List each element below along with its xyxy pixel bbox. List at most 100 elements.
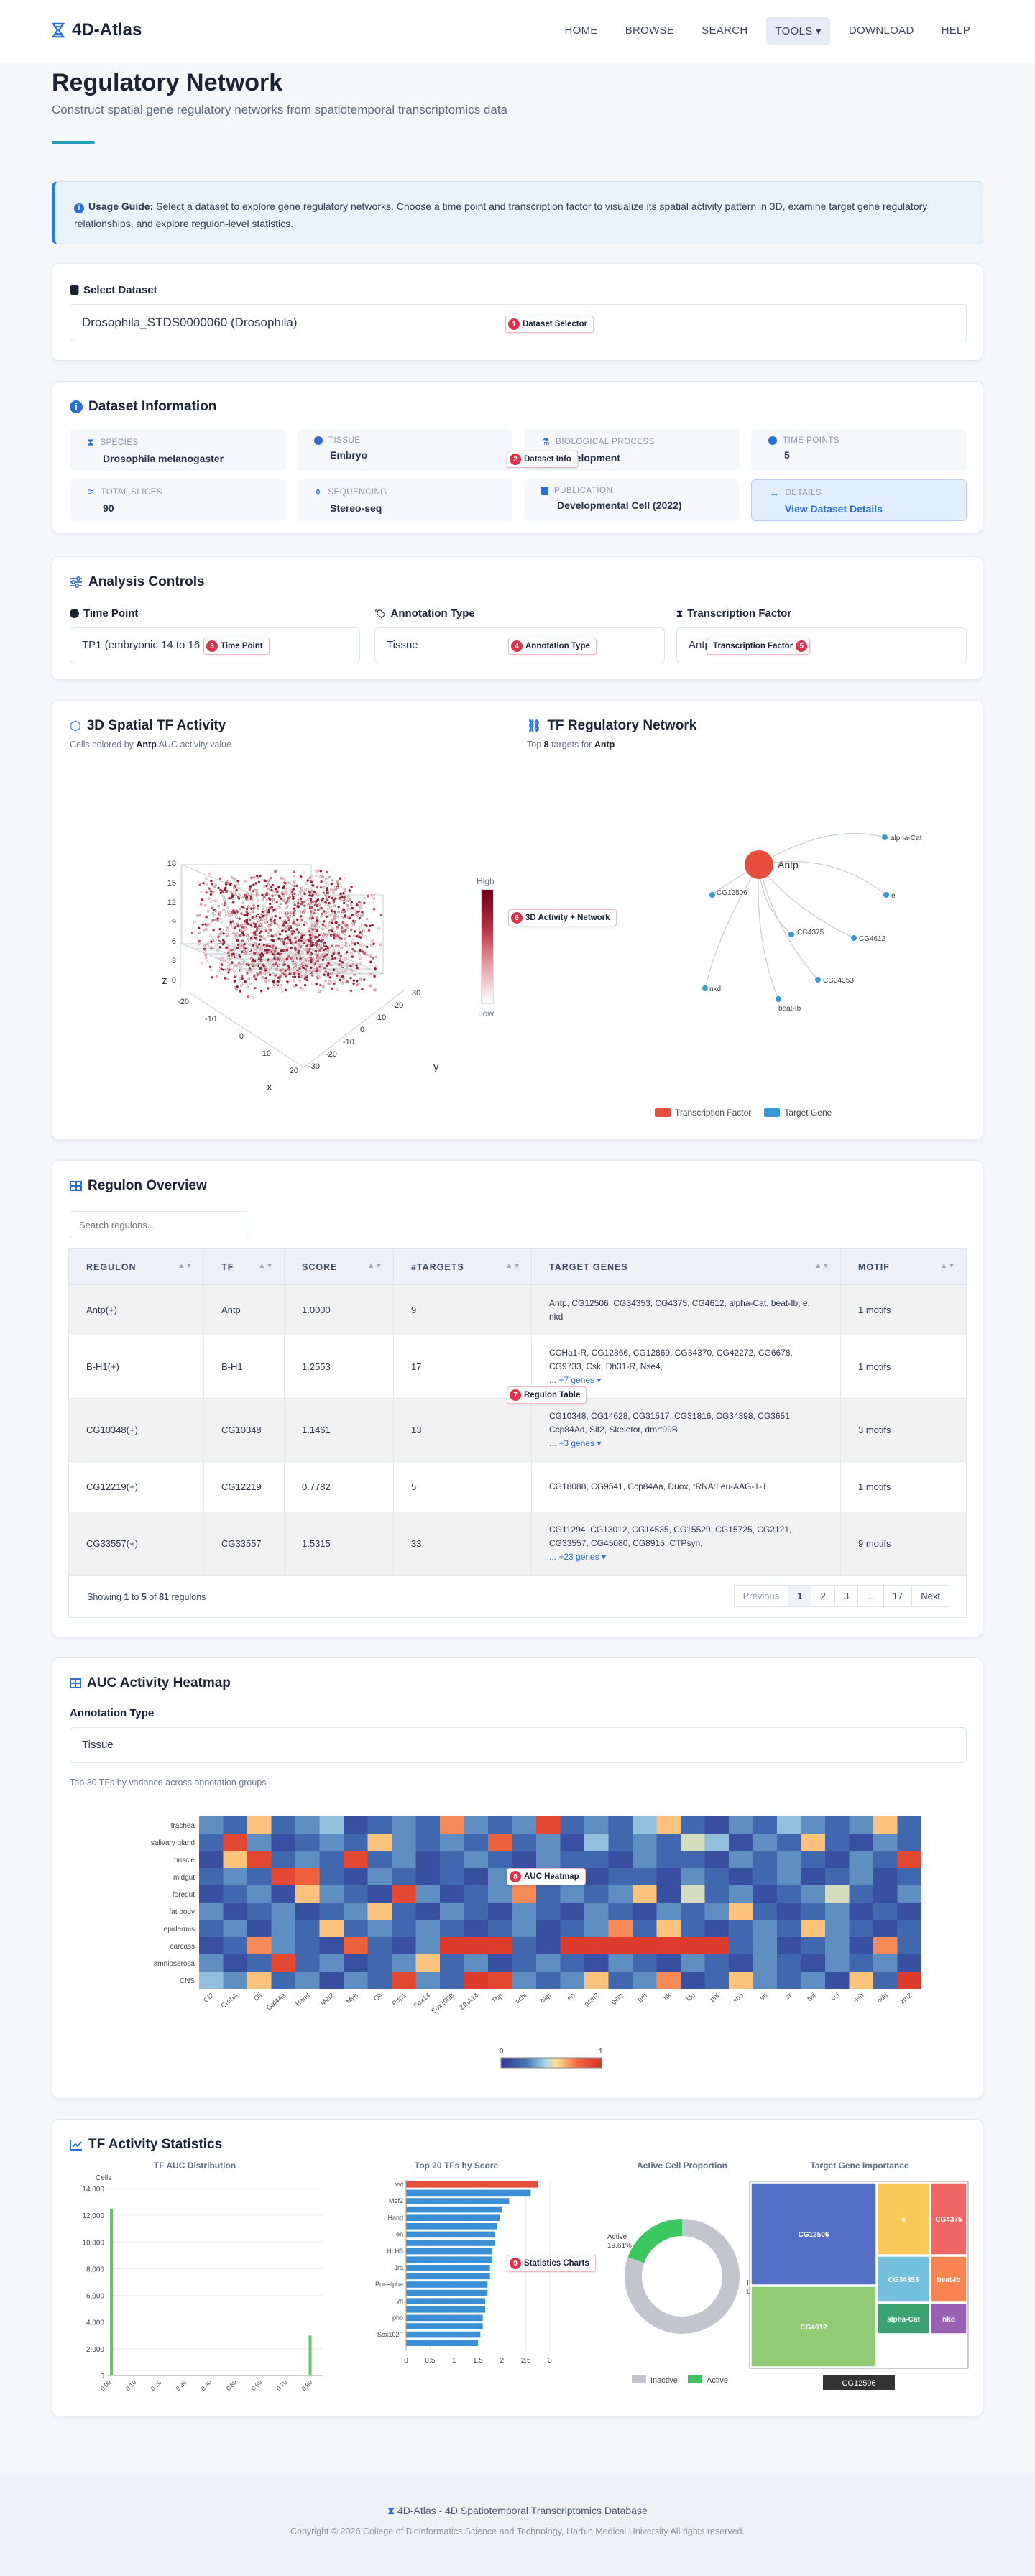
- heatmap-cell[interactable]: [897, 1920, 922, 1937]
- heatmap-cell[interactable]: [512, 1885, 537, 1903]
- top-tf-bar[interactable]: [406, 2323, 483, 2329]
- heatmap-cell[interactable]: [560, 1816, 585, 1834]
- heatmap-cell[interactable]: [849, 1903, 874, 1920]
- heatmap-cell[interactable]: [897, 1937, 922, 1954]
- heatmap-cell[interactable]: [367, 1937, 392, 1954]
- heatmap-cell[interactable]: [464, 1972, 489, 1989]
- view-dataset-details-link[interactable]: → DETAILS View Dataset Details: [751, 479, 967, 521]
- regulon-search-input[interactable]: [70, 1211, 249, 1238]
- treemap-cell[interactable]: [877, 2182, 930, 2255]
- heatmap-cell[interactable]: [344, 1851, 368, 1868]
- heatmap-cell[interactable]: [656, 1885, 681, 1903]
- heatmap-cell[interactable]: [584, 1903, 609, 1920]
- target-node[interactable]: [709, 892, 715, 898]
- heatmap-cell[interactable]: [223, 1954, 248, 1972]
- heatmap-cell[interactable]: [801, 1834, 826, 1851]
- heatmap-cell[interactable]: [584, 1868, 609, 1885]
- heatmap-cell[interactable]: [319, 1851, 344, 1868]
- heatmap-cell[interactable]: [560, 1920, 585, 1937]
- heatmap-cell[interactable]: [753, 1816, 778, 1834]
- heatmap-cell[interactable]: [656, 1954, 681, 1972]
- heatmap-cell[interactable]: [392, 1834, 416, 1851]
- heatmap-cell[interactable]: [825, 1816, 850, 1834]
- dist-bar[interactable]: [110, 2208, 113, 2375]
- heatmap-cell[interactable]: [584, 1885, 609, 1903]
- heatmap-cell[interactable]: [801, 1954, 826, 1972]
- heatmap-cell[interactable]: [344, 1868, 368, 1885]
- treemap-cell[interactable]: [930, 2255, 967, 2303]
- top-tf-bar[interactable]: [406, 2231, 495, 2238]
- heatmap-cell[interactable]: [223, 1834, 248, 1851]
- heatmap-cell[interactable]: [415, 1834, 441, 1851]
- heatmap-cell[interactable]: [319, 1903, 344, 1920]
- heatmap-cell[interactable]: [632, 1972, 657, 1989]
- heatmap-cell[interactable]: [681, 1903, 705, 1920]
- top-tf-bar[interactable]: [406, 2298, 485, 2304]
- heatmap-cell[interactable]: [897, 1885, 922, 1903]
- heatmap-cell[interactable]: [704, 1954, 730, 1972]
- heatmap-cell[interactable]: [247, 1920, 272, 1937]
- heatmap-cell[interactable]: [367, 1885, 392, 1903]
- heatmap-cell[interactable]: [825, 1885, 850, 1903]
- page-2[interactable]: 2: [811, 1585, 835, 1607]
- treemap-cell[interactable]: [750, 2182, 877, 2286]
- heatmap-cell[interactable]: [777, 1885, 801, 1903]
- heatmap-cell[interactable]: [801, 1868, 826, 1885]
- more-genes-toggle[interactable]: ... +23 genes ▾: [549, 1552, 607, 1562]
- heatmap-cell[interactable]: [415, 1972, 441, 1989]
- heatmap-cell[interactable]: [415, 1903, 441, 1920]
- heatmap-cell[interactable]: [584, 1937, 609, 1954]
- heatmap-cell[interactable]: [753, 1937, 778, 1954]
- heatmap-cell[interactable]: [656, 1816, 681, 1834]
- heatmap-cell[interactable]: [488, 1920, 512, 1937]
- heatmap-cell[interactable]: [777, 1816, 801, 1834]
- heatmap-cell[interactable]: [199, 1903, 224, 1920]
- heatmap-cell[interactable]: [873, 1937, 898, 1954]
- page-previous[interactable]: Previous: [733, 1585, 789, 1607]
- heatmap-cell[interactable]: [777, 1937, 801, 1954]
- heatmap-cell[interactable]: [199, 1834, 224, 1851]
- heatmap-cell[interactable]: [440, 1868, 464, 1885]
- heatmap-cell[interactable]: [825, 1851, 850, 1868]
- more-genes-toggle[interactable]: ... +7 genes ▾: [549, 1375, 602, 1385]
- page-17[interactable]: 17: [883, 1585, 913, 1607]
- heatmap-cell[interactable]: [801, 1972, 826, 1989]
- heatmap-cell[interactable]: [295, 1920, 320, 1937]
- heatmap-cell[interactable]: [319, 1868, 344, 1885]
- heatmap-cell[interactable]: [897, 1868, 922, 1885]
- nav-browse[interactable]: BROWSE: [625, 24, 675, 37]
- heatmap-cell[interactable]: [849, 1816, 874, 1834]
- heatmap-cell[interactable]: [560, 1903, 585, 1920]
- heatmap-cell[interactable]: [415, 1816, 441, 1834]
- heatmap-cell[interactable]: [632, 1903, 657, 1920]
- heatmap-cell[interactable]: [295, 1954, 320, 1972]
- heatmap-cell[interactable]: [849, 1972, 874, 1989]
- nav-search[interactable]: SEARCH: [702, 24, 748, 37]
- heatmap-cell[interactable]: [656, 1972, 681, 1989]
- heatmap-cell[interactable]: [897, 1816, 922, 1834]
- heatmap-cell[interactable]: [367, 1868, 392, 1885]
- heatmap-cell[interactable]: [873, 1816, 898, 1834]
- heatmap-cell[interactable]: [512, 1937, 537, 1954]
- heatmap-cell[interactable]: [825, 1972, 850, 1989]
- heatmap-cell[interactable]: [536, 1903, 561, 1920]
- heatmap-cell[interactable]: [223, 1972, 248, 1989]
- target-node[interactable]: [883, 892, 889, 898]
- heatmap-cell[interactable]: [488, 1834, 512, 1851]
- heatmap-cell[interactable]: [704, 1816, 730, 1834]
- heatmap-cell[interactable]: [560, 1834, 585, 1851]
- pie-slice-active[interactable]: [627, 2219, 682, 2263]
- heatmap-cell[interactable]: [319, 1816, 344, 1834]
- heatmap-cell[interactable]: [199, 1816, 224, 1834]
- heatmap-cell[interactable]: [392, 1903, 416, 1920]
- heatmap-cell[interactable]: [415, 1954, 441, 1972]
- heatmap-cell[interactable]: [704, 1972, 730, 1989]
- heatmap-cell[interactable]: [801, 1885, 826, 1903]
- heatmap-cell[interactable]: [247, 1885, 272, 1903]
- top-tf-bar[interactable]: [406, 2314, 483, 2322]
- heatmap-cell[interactable]: [488, 1937, 512, 1954]
- heatmap-cell[interactable]: [753, 1972, 778, 1989]
- heatmap-cell[interactable]: [825, 1920, 850, 1937]
- heatmap-cell[interactable]: [271, 1834, 296, 1851]
- top-tf-bar[interactable]: [406, 2240, 495, 2246]
